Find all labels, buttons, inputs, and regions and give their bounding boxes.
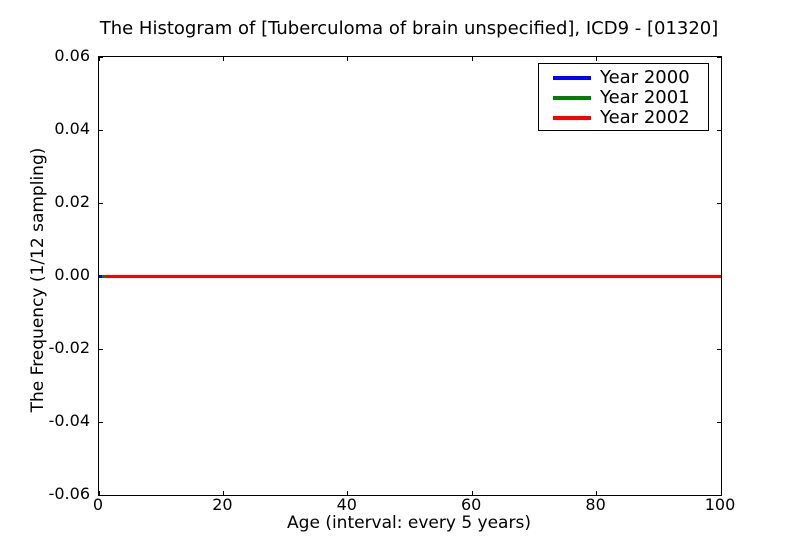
y-tick-label: 0.00	[54, 265, 90, 284]
y-tick-mark	[717, 129, 721, 131]
legend-item-year-2000: Year 2000	[539, 68, 708, 88]
y-tick-mark	[717, 202, 721, 204]
x-tick-mark	[98, 57, 100, 61]
y-tick-mark	[99, 421, 103, 423]
x-tick-mark	[222, 491, 224, 495]
legend-line-swatch	[553, 116, 591, 120]
x-tick-label: 40	[336, 495, 357, 514]
y-tick-mark	[99, 56, 103, 58]
y-tick-mark	[99, 129, 103, 131]
y-tick-mark	[717, 494, 721, 496]
legend-label: Year 2000	[600, 67, 690, 88]
x-tick-label: 20	[212, 495, 233, 514]
x-tick-mark	[347, 57, 349, 61]
x-axis-label: Age (interval: every 5 years)	[287, 513, 531, 533]
x-tick-mark	[347, 491, 349, 495]
y-tick-label: 0.04	[54, 119, 90, 138]
y-tick-label: 0.06	[54, 46, 90, 65]
x-tick-mark	[471, 57, 473, 61]
y-tick-mark	[99, 494, 103, 496]
x-tick-mark	[222, 57, 224, 61]
legend-item-year-2001: Year 2001	[539, 88, 708, 108]
x-tick-mark	[98, 491, 100, 495]
x-tick-label: 100	[704, 495, 736, 514]
y-tick-label: -0.06	[48, 484, 90, 503]
y-tick-label: -0.02	[48, 338, 90, 357]
legend-label: Year 2001	[600, 87, 690, 108]
x-tick-mark	[596, 57, 598, 61]
y-tick-mark	[717, 421, 721, 423]
x-tick-label: 0	[92, 495, 104, 514]
y-tick-mark	[99, 202, 103, 204]
x-tick-label: 60	[461, 495, 482, 514]
x-tick-mark	[720, 491, 722, 495]
legend-line-swatch	[553, 76, 591, 80]
y-tick-mark	[717, 56, 721, 58]
legend-label: Year 2002	[600, 107, 690, 128]
chart-title: The Histogram of [Tuberculoma of brain u…	[99, 18, 719, 39]
y-tick-mark	[717, 348, 721, 350]
legend-line-swatch	[553, 96, 591, 100]
y-tick-label: 0.02	[54, 192, 90, 211]
plot-area: Year 2000 Year 2001 Year 2002	[98, 56, 722, 496]
x-tick-mark	[596, 491, 598, 495]
x-tick-mark	[471, 491, 473, 495]
y-tick-mark	[99, 348, 103, 350]
series-line-year-2002	[104, 274, 721, 278]
legend-item-year-2002: Year 2002	[539, 108, 708, 128]
y-tick-label: -0.04	[48, 411, 90, 430]
x-tick-label: 80	[585, 495, 606, 514]
x-tick-mark	[720, 57, 722, 61]
legend: Year 2000 Year 2001 Year 2002	[538, 63, 709, 131]
